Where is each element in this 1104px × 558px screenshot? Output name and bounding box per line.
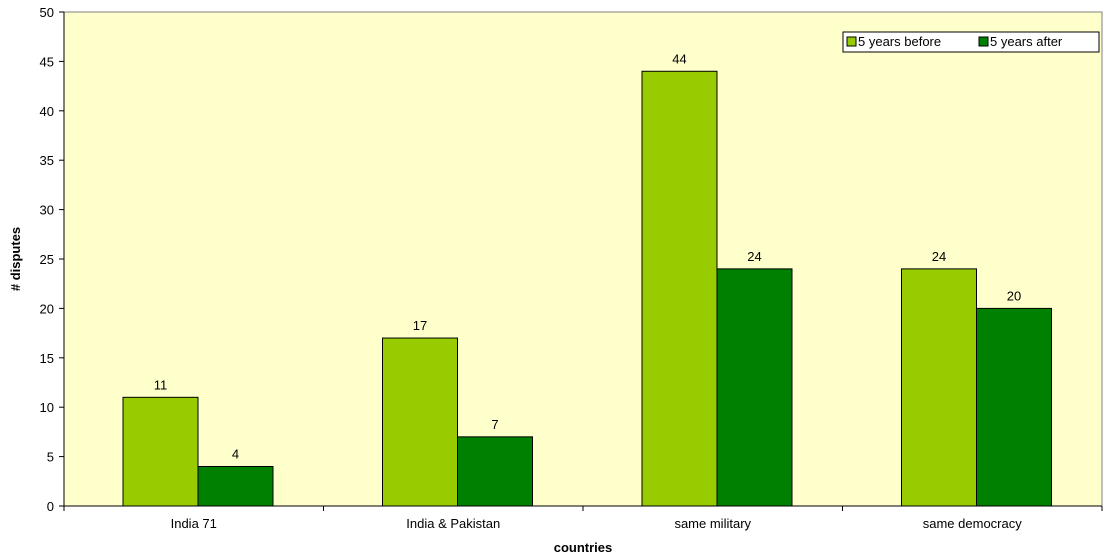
y-tick-label: 20 (40, 301, 54, 316)
y-tick-label: 45 (40, 54, 54, 69)
y-tick-label: 15 (40, 351, 54, 366)
legend: 5 years before 5 years after (842, 31, 1100, 53)
y-tick-label: 30 (40, 203, 54, 218)
category-label: same democracy (923, 516, 1022, 531)
bar (457, 436, 533, 507)
bar (641, 70, 718, 507)
y-tick-label: 40 (40, 104, 54, 119)
legend-label-after: 5 years after (990, 34, 1063, 49)
category-label: same military (674, 516, 751, 531)
y-tick-label: 35 (40, 153, 54, 168)
data-label: 24 (932, 249, 946, 264)
x-axis-title: countries (554, 540, 613, 555)
legend-box (842, 31, 1100, 53)
data-label: 17 (413, 318, 427, 333)
legend-label-before: 5 years before (858, 34, 941, 49)
data-label: 4 (232, 446, 239, 461)
category-label: India 71 (171, 516, 217, 531)
bar (197, 465, 274, 507)
y-axis: 0 5 10 15 20 25 30 35 40 45 50 (40, 5, 65, 514)
data-label: 24 (747, 249, 761, 264)
legend-swatch-after (978, 36, 989, 47)
y-axis-title: # disputes (8, 227, 23, 291)
bar (901, 268, 977, 507)
y-tick-label: 5 (47, 450, 54, 465)
x-axis: India 71 India & Pakistan same military sam… (63, 505, 1103, 531)
data-label: 44 (672, 51, 686, 66)
data-label: 7 (491, 417, 498, 432)
y-tick-label: 25 (40, 252, 54, 267)
bar (976, 307, 1052, 507)
data-label: 20 (1007, 288, 1021, 303)
data-labels-group: 11 4 17 7 44 24 24 20 (154, 51, 1021, 461)
data-label: 11 (154, 377, 168, 392)
y-tick-label: 50 (40, 5, 54, 20)
bar (382, 337, 458, 507)
legend-swatch-before (846, 36, 857, 47)
y-tick-label: 0 (47, 499, 54, 514)
category-label: India & Pakistan (406, 516, 500, 531)
y-tick-label: 10 (40, 400, 54, 415)
bar (716, 268, 793, 507)
bar (122, 396, 199, 507)
bars-group (122, 70, 1052, 507)
